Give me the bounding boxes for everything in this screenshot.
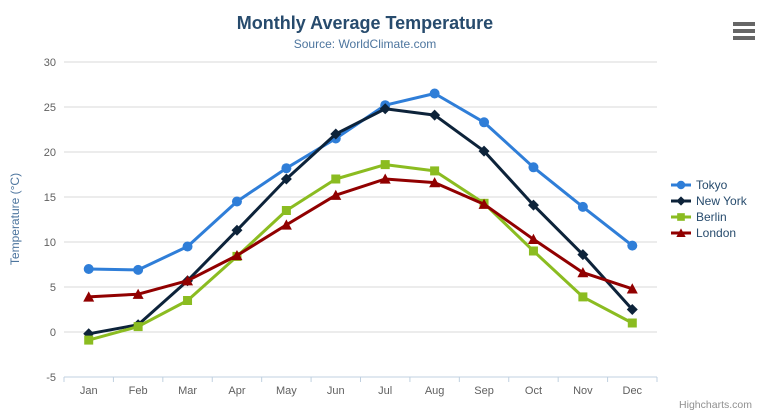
data-point-new-york-Sep[interactable] bbox=[478, 145, 490, 157]
data-point-berlin-Nov[interactable] bbox=[578, 292, 588, 302]
data-point-london-Aug[interactable] bbox=[429, 177, 441, 188]
legend-item-london[interactable]: London bbox=[671, 225, 747, 241]
data-point-tokyo-Apr[interactable] bbox=[231, 196, 242, 207]
data-point-london-Jul[interactable] bbox=[379, 173, 391, 184]
data-point-berlin-Jun[interactable] bbox=[331, 174, 341, 184]
y-axis-tick-label: 15 bbox=[44, 192, 56, 204]
tokyo-series-marker-icon bbox=[671, 180, 691, 190]
data-point-new-york-Jul[interactable] bbox=[379, 103, 391, 115]
x-axis-tick-label: Feb bbox=[129, 385, 148, 397]
data-point-london-Sep[interactable] bbox=[478, 198, 490, 209]
series-line-new-york bbox=[87, 107, 634, 336]
legend-label: London bbox=[696, 226, 737, 240]
x-axis-tick-label: Jul bbox=[378, 385, 392, 397]
legend-label: Berlin bbox=[696, 210, 727, 224]
berlin-series-marker-icon bbox=[671, 213, 691, 221]
data-point-berlin-Dec[interactable] bbox=[627, 318, 637, 328]
data-point-london-Dec[interactable] bbox=[626, 283, 638, 294]
y-axis-tick-label: 0 bbox=[50, 327, 56, 339]
london-series-marker-icon bbox=[671, 228, 691, 237]
y-axis-tick-label: 30 bbox=[44, 57, 56, 69]
y-axis-tick-label: 10 bbox=[44, 237, 56, 249]
x-axis-tick-label: Jan bbox=[80, 385, 98, 397]
data-point-berlin-Mar[interactable] bbox=[183, 296, 193, 305]
y-axis-tick-label: 25 bbox=[44, 102, 56, 114]
legend-marker-berlin bbox=[677, 213, 685, 221]
data-point-berlin-Jan[interactable] bbox=[84, 335, 94, 345]
x-axis-tick-label: Apr bbox=[228, 385, 245, 397]
data-point-london-Jan[interactable] bbox=[83, 291, 95, 302]
y-axis-tick-label: 5 bbox=[50, 282, 56, 294]
legend-item-new-york[interactable]: New York bbox=[671, 193, 747, 209]
series-line-london bbox=[87, 177, 634, 299]
x-axis-tick-label: Dec bbox=[623, 385, 643, 397]
data-point-tokyo-May[interactable] bbox=[281, 163, 292, 174]
data-point-berlin-Feb[interactable] bbox=[133, 322, 143, 332]
export-menu-button[interactable] bbox=[730, 18, 758, 44]
x-axis-tick-label: Oct bbox=[525, 385, 542, 397]
data-point-london-Oct[interactable] bbox=[527, 233, 539, 244]
data-point-new-york-Apr[interactable] bbox=[231, 224, 243, 236]
series-line-berlin bbox=[87, 163, 634, 342]
legend: Tokyo New York Berlin London bbox=[671, 177, 747, 241]
data-point-tokyo-Dec[interactable] bbox=[627, 240, 638, 251]
legend-item-tokyo[interactable]: Tokyo bbox=[671, 177, 747, 193]
data-point-tokyo-Sep[interactable] bbox=[479, 117, 490, 128]
new-york-series-marker-icon bbox=[671, 196, 691, 206]
credits-link[interactable]: Highcharts.com bbox=[679, 399, 752, 411]
hamburger-menu-icon bbox=[733, 36, 755, 40]
data-point-london-May[interactable] bbox=[280, 219, 292, 230]
data-point-berlin-Jul[interactable] bbox=[380, 160, 390, 170]
chart-subtitle: Source: WorldClimate.com bbox=[293, 37, 437, 51]
data-point-new-york-Aug[interactable] bbox=[429, 109, 441, 121]
data-point-tokyo-Mar[interactable] bbox=[182, 241, 193, 252]
x-axis-tick-label: May bbox=[276, 385, 297, 397]
x-axis-tick-label: Nov bbox=[573, 385, 593, 397]
x-axis-tick-label: Mar bbox=[178, 385, 197, 397]
data-point-new-york-Dec[interactable] bbox=[626, 304, 638, 315]
y-axis-tick-label: -5 bbox=[46, 372, 56, 384]
x-axis-tick-label: Aug bbox=[425, 385, 445, 397]
legend-marker-new-york bbox=[676, 196, 686, 206]
data-point-berlin-Oct[interactable] bbox=[528, 246, 538, 256]
hamburger-menu-icon bbox=[733, 29, 755, 33]
data-point-tokyo-Jan[interactable] bbox=[83, 264, 94, 274]
y-axis-tick-label: 20 bbox=[44, 147, 56, 159]
data-point-berlin-May[interactable] bbox=[281, 206, 291, 215]
data-point-new-york-Jun[interactable] bbox=[330, 128, 342, 140]
legend-label: Tokyo bbox=[696, 178, 728, 192]
data-point-new-york-Oct[interactable] bbox=[527, 199, 539, 211]
data-point-london-Nov[interactable] bbox=[577, 267, 589, 278]
data-point-new-york-Nov[interactable] bbox=[577, 249, 589, 261]
data-point-new-york-May[interactable] bbox=[280, 173, 292, 185]
data-point-london-Feb[interactable] bbox=[132, 288, 144, 299]
chart-title: Monthly Average Temperature bbox=[236, 13, 494, 33]
legend-label: New York bbox=[696, 194, 747, 208]
hamburger-menu-icon bbox=[733, 22, 755, 26]
x-axis-tick-label: Sep bbox=[474, 385, 494, 397]
data-point-london-Mar[interactable] bbox=[182, 275, 194, 286]
data-point-tokyo-Feb[interactable] bbox=[133, 264, 144, 275]
data-point-london-Apr[interactable] bbox=[231, 250, 243, 261]
data-point-tokyo-Oct[interactable] bbox=[528, 162, 539, 173]
x-axis-tick-label: Jun bbox=[327, 385, 345, 397]
data-point-tokyo-Nov[interactable] bbox=[577, 201, 588, 212]
data-point-london-Jun[interactable] bbox=[330, 189, 342, 200]
data-point-berlin-Aug[interactable] bbox=[430, 166, 440, 176]
legend-marker-tokyo bbox=[676, 180, 686, 190]
legend-marker-london bbox=[676, 228, 686, 237]
legend-item-berlin[interactable]: Berlin bbox=[671, 209, 747, 225]
data-point-tokyo-Aug[interactable] bbox=[429, 88, 440, 99]
